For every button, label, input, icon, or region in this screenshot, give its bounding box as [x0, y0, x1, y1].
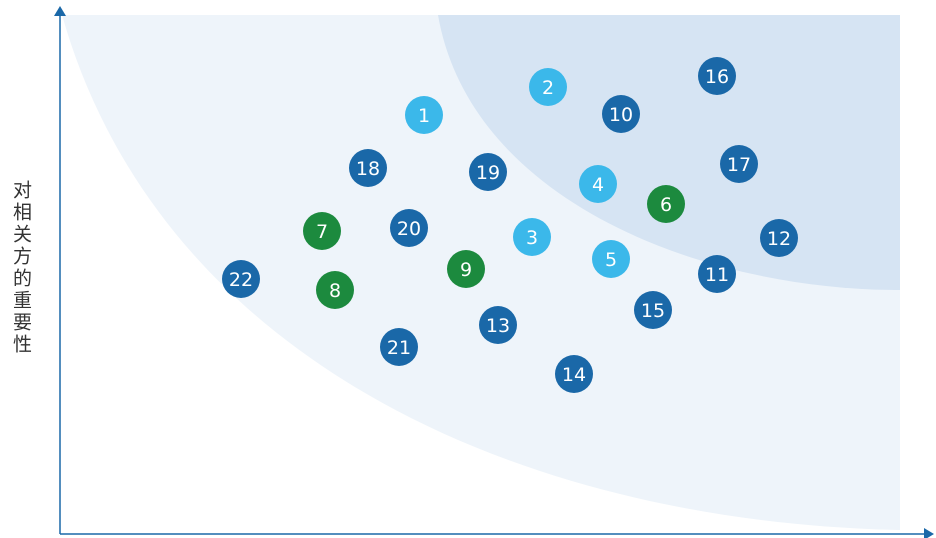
- node-circle: [469, 153, 507, 191]
- node: 21: [380, 328, 418, 366]
- node-label: 16: [705, 66, 729, 88]
- node: 14: [555, 355, 593, 393]
- node-label: 18: [356, 158, 380, 180]
- node: 20: [390, 209, 428, 247]
- node-circle: [698, 57, 736, 95]
- node-label: 20: [397, 218, 421, 240]
- node-circle: [513, 218, 551, 256]
- node-circle: [555, 355, 593, 393]
- node: 11: [698, 255, 736, 293]
- node: 4: [579, 165, 617, 203]
- node-circle: [647, 185, 685, 223]
- node-circle: [760, 219, 798, 257]
- node: 10: [602, 95, 640, 133]
- node: 18: [349, 149, 387, 187]
- node-circle: [579, 165, 617, 203]
- node-label: 14: [562, 364, 586, 386]
- node: 5: [592, 240, 630, 278]
- node-label: 22: [229, 269, 253, 291]
- node: 1: [405, 96, 443, 134]
- node-circle: [303, 212, 341, 250]
- x-arrow: [924, 528, 934, 538]
- node: 12: [760, 219, 798, 257]
- node-circle: [222, 260, 260, 298]
- node-label: 12: [767, 228, 791, 250]
- node-label: 21: [387, 337, 411, 359]
- node-circle: [390, 209, 428, 247]
- node-circle: [720, 145, 758, 183]
- node: 16: [698, 57, 736, 95]
- node-label: 5: [605, 249, 617, 271]
- node-circle: [634, 291, 672, 329]
- node-label: 11: [705, 264, 729, 286]
- node-label: 1: [418, 105, 430, 127]
- node-label: 9: [460, 259, 472, 281]
- node: 9: [447, 250, 485, 288]
- node-circle: [602, 95, 640, 133]
- node-circle: [529, 68, 567, 106]
- node-label: 17: [727, 154, 751, 176]
- node-label: 8: [329, 280, 341, 302]
- node-circle: [479, 306, 517, 344]
- axis-label: 对相关方的重要性: [10, 180, 32, 356]
- node-circle: [349, 149, 387, 187]
- node-label: 13: [486, 315, 510, 337]
- node-label: 4: [592, 174, 604, 196]
- node-circle: [405, 96, 443, 134]
- node: 2: [529, 68, 567, 106]
- node: 17: [720, 145, 758, 183]
- node-label: 2: [542, 77, 554, 99]
- node: 13: [479, 306, 517, 344]
- node: 7: [303, 212, 341, 250]
- node-circle: [592, 240, 630, 278]
- node-circle: [380, 328, 418, 366]
- node-label: 3: [526, 227, 538, 249]
- node: 6: [647, 185, 685, 223]
- node-label: 19: [476, 162, 500, 184]
- node-label: 10: [609, 104, 633, 126]
- y-arrow: [54, 6, 66, 16]
- node: 8: [316, 271, 354, 309]
- node-label: 6: [660, 194, 672, 216]
- node: 3: [513, 218, 551, 256]
- node-label: 7: [316, 221, 328, 243]
- node-circle: [447, 250, 485, 288]
- node-circle: [316, 271, 354, 309]
- node-label: 15: [641, 300, 665, 322]
- node: 22: [222, 260, 260, 298]
- node: 19: [469, 153, 507, 191]
- node: 15: [634, 291, 672, 329]
- node-circle: [698, 255, 736, 293]
